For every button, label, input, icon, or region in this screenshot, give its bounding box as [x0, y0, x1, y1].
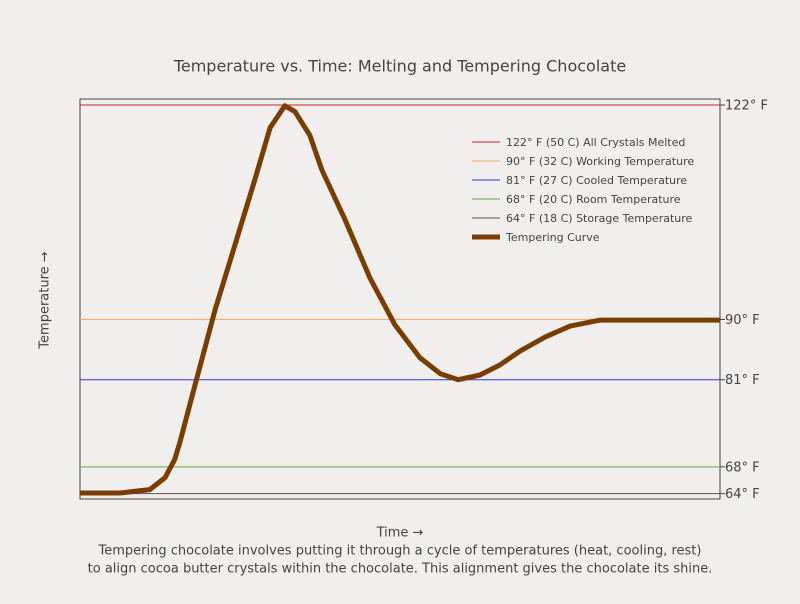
y2-tick-label: 122° F [725, 99, 768, 114]
legend-label: 90° F (32 C) Working Temperature [506, 155, 694, 168]
y2-tick-label: 90° F [725, 313, 760, 328]
chart-title: Temperature vs. Time: Melting and Temper… [173, 57, 626, 76]
caption: Tempering chocolate involves putting it … [98, 544, 702, 559]
y2-tick-label: 68° F [725, 460, 760, 475]
y2-tick-label: 64° F [725, 487, 760, 502]
plot-frame [79, 98, 721, 500]
y2-tick-label: 81° F [725, 373, 760, 388]
curve [80, 103, 720, 496]
legend-label: 64° F (18 C) Storage Temperature [506, 212, 693, 225]
legend-label: 81° F (27 C) Cooled Temperature [506, 174, 687, 187]
y-axis-label: Temperature → [38, 251, 53, 349]
legend-label: Tempering Curve [505, 231, 600, 244]
x-axis-label: Time → [376, 526, 424, 541]
legend-label: 68° F (20 C) Room Temperature [506, 193, 681, 206]
caption: to align cocoa butter crystals within th… [88, 562, 713, 577]
legend-label: 122° F (50 C) All Crystals Melted [506, 136, 685, 149]
